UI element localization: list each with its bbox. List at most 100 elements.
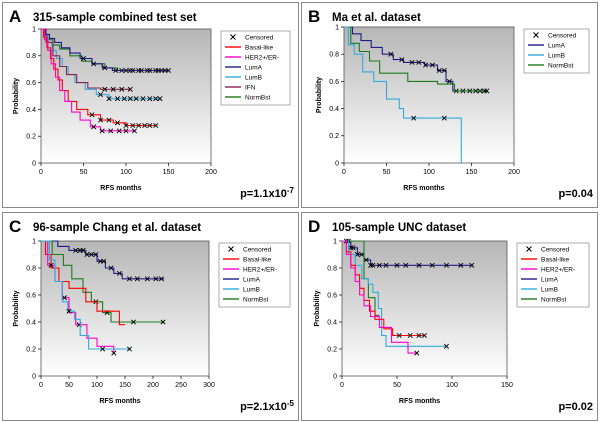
y-axis-title: Probability	[314, 290, 321, 326]
km-curve-her-er-	[41, 240, 115, 354]
legend-label: HER2+/ER-	[243, 266, 277, 273]
censor-mark	[394, 262, 400, 268]
legend-label: LumA	[548, 42, 566, 49]
censor-mark	[106, 96, 112, 102]
censor-mark	[416, 332, 422, 339]
censor-mark	[153, 96, 159, 102]
censor-mark	[134, 276, 140, 282]
y-tick-label: 0.8	[329, 52, 339, 59]
censor-mark	[130, 68, 136, 74]
y-axis-title: Probability	[316, 77, 323, 113]
censor-mark	[114, 120, 121, 126]
censor-mark	[62, 295, 68, 301]
censor-mark	[100, 346, 106, 352]
panel-d: D 105-sample UNC dataset 0 0.2 0.4 0.6 0.8 1 0 50…	[301, 212, 598, 421]
y-tick-label: 0.4	[26, 107, 36, 114]
x-tick-label: 250	[175, 382, 187, 389]
censor-mark	[147, 122, 153, 128]
plot-area	[343, 26, 515, 164]
censor-mark	[441, 68, 447, 74]
p-value: p=2.1x10-5	[240, 399, 294, 413]
legend-label: LumB	[245, 74, 262, 81]
censor-mark	[114, 96, 121, 102]
censor-mark	[458, 262, 464, 268]
censor-mark	[388, 51, 394, 57]
censor-mark	[416, 262, 422, 268]
x-tick-label: 50	[80, 169, 88, 176]
censor-mark	[116, 128, 122, 134]
censor-mark	[108, 128, 114, 134]
y-tick-label: 0.6	[26, 80, 36, 87]
x-tick-label: 200	[147, 382, 159, 389]
legend-label: HER2+/ER-	[541, 266, 575, 273]
x-tick-label: 50	[383, 169, 391, 176]
censor-mark	[160, 319, 166, 325]
x-tick-label: 0	[39, 382, 43, 389]
x-axis-title: RFS months	[100, 185, 141, 192]
censor-mark	[368, 262, 374, 268]
legend-censor-mark	[228, 246, 234, 252]
x-tick-label: 150	[501, 382, 513, 389]
x-tick-label: 0	[39, 169, 43, 176]
panel-letter: D	[308, 217, 320, 236]
y-tick-label: 0.4	[327, 319, 337, 326]
km-curve-luma	[41, 28, 169, 72]
censor-mark	[414, 350, 420, 356]
y-tick-label: 0.8	[26, 53, 36, 60]
censor-mark	[113, 68, 119, 74]
x-axis-title: RFS months	[99, 398, 140, 405]
censor-mark	[416, 59, 422, 65]
censor-mark	[126, 346, 132, 352]
legend-censor-mark	[533, 32, 539, 38]
x-axis-title: RFS months	[403, 185, 444, 192]
km-curve-luma	[342, 240, 472, 266]
y-tick-label: 1	[32, 238, 36, 245]
panel-title: 96-sample Chang et al. dataset	[33, 222, 201, 234]
km-curve-luma	[41, 240, 165, 280]
censor-mark	[91, 124, 97, 130]
km-curve-luma	[344, 26, 487, 92]
panel-c: C 96-sample Chang et al. dataset 0 0.2 0.4 0.…	[2, 212, 299, 421]
censor-mark	[133, 96, 139, 102]
km-curve-lumb	[342, 240, 447, 347]
censor-mark	[446, 78, 452, 84]
legend-box	[516, 242, 590, 308]
km-plot-d: D 105-sample UNC dataset 0 0.2 0.4 0.6 0.8 1 0 50…	[308, 217, 593, 413]
legend-label-censored: Censored	[243, 246, 272, 253]
x-tick-label: 150	[163, 169, 175, 176]
censor-mark	[469, 262, 475, 268]
y-tick-label: 0	[333, 373, 337, 380]
censor-mark	[443, 343, 450, 349]
x-tick-label: 150	[466, 169, 478, 176]
censor-mark	[130, 319, 136, 325]
censor-mark	[421, 332, 428, 339]
legend-label: LumB	[243, 286, 260, 293]
km-curve-her-er-	[41, 28, 135, 132]
censor-mark	[359, 251, 365, 258]
censor-mark	[93, 251, 99, 258]
x-tick-label: 200	[205, 169, 217, 176]
censor-mark	[407, 332, 413, 339]
censor-mark	[116, 270, 122, 276]
legend-label: NormBst	[243, 296, 268, 303]
x-tick-label: 50	[65, 382, 73, 389]
y-tick-label: 0.6	[329, 79, 339, 86]
legend-label: HER2+/ER-	[245, 54, 279, 61]
y-tick-label: 0.8	[26, 265, 36, 272]
censor-mark	[383, 262, 389, 268]
legend-censor-mark	[230, 34, 236, 40]
censor-mark	[429, 262, 435, 268]
x-tick-label: 100	[446, 382, 458, 389]
plot-area	[341, 240, 508, 377]
censor-mark	[80, 247, 86, 253]
censor-mark	[162, 68, 168, 74]
censor-mark	[89, 112, 95, 118]
censor-mark	[348, 245, 354, 251]
legend-box	[220, 30, 291, 106]
censor-mark	[484, 88, 490, 94]
censor-mark	[108, 265, 114, 271]
legend-label: Basal-like	[245, 44, 274, 51]
y-tick-label: 0.4	[26, 319, 36, 326]
y-tick-label: 0	[32, 373, 36, 380]
censor-mark	[73, 247, 79, 253]
